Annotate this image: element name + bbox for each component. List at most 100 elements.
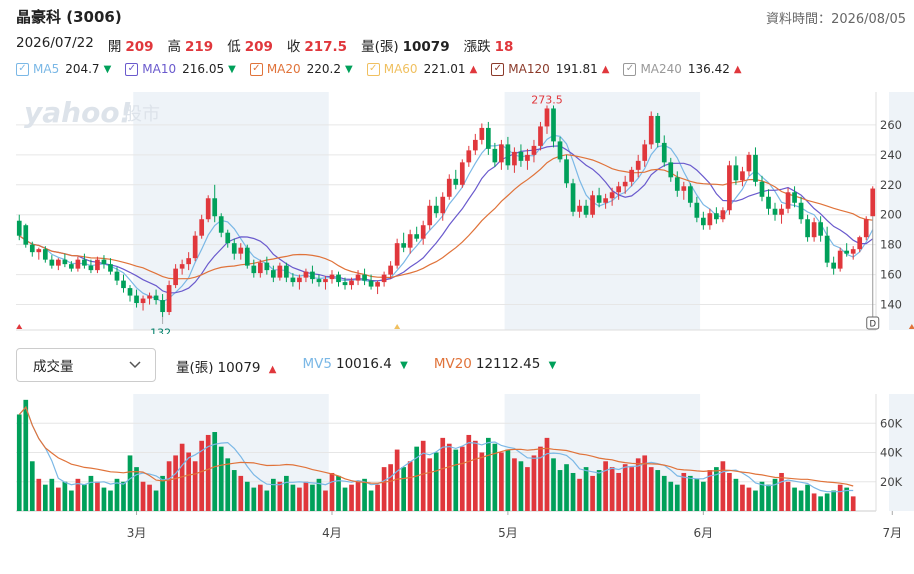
candle-body: [720, 210, 726, 220]
volume-bar: [121, 481, 126, 511]
volume-bar: [205, 434, 211, 511]
volume-chart[interactable]: 20K40K60K3月4月5月6月7月8月: [0, 388, 914, 574]
ma-toggle-ma240[interactable]: ✓ MA240 136.42 ▲: [623, 62, 742, 76]
volume-bar: [785, 481, 791, 511]
arrow-up-icon: ▲: [469, 63, 478, 75]
candle-body: [505, 144, 511, 166]
month-label: 3月: [127, 526, 147, 540]
candle-body: [733, 165, 739, 181]
candle-body: [82, 259, 87, 266]
candle-body: [257, 262, 263, 274]
ma-value: 136.42: [687, 62, 730, 76]
ma-toggle-ma5[interactable]: ✓ MA5 204.7 ▼: [16, 62, 111, 76]
candle-body: [199, 219, 205, 236]
volume-bar: [407, 461, 413, 511]
indicator-select-label: 成交量: [33, 359, 74, 375]
ma-toggle-ma120[interactable]: ✓ MA120 191.81 ▲: [491, 62, 609, 76]
month-band: [133, 92, 329, 330]
volume-bar: [36, 478, 42, 511]
dividend-marker-label: D: [869, 320, 876, 330]
checkbox-icon[interactable]: ✓: [623, 62, 637, 76]
candle-body: [453, 178, 459, 185]
volume-bar: [368, 490, 374, 511]
candle-body: [69, 264, 74, 269]
ma-name: MA60: [383, 62, 418, 76]
candle-body: [616, 186, 621, 193]
month-band: [889, 394, 914, 511]
volume-bar: [661, 475, 667, 511]
checkbox-icon[interactable]: ✓: [366, 62, 380, 76]
volume-bar: [427, 458, 433, 511]
candle-body: [323, 279, 328, 283]
candle-body: [368, 280, 374, 287]
quote-date: 2026/07/22: [16, 35, 94, 51]
volume-bar: [192, 461, 198, 511]
checkbox-icon[interactable]: ✓: [16, 62, 29, 76]
volume-bar: [831, 490, 836, 511]
volume-bar: [811, 493, 817, 511]
volume-bar: [792, 487, 797, 511]
checkbox-icon[interactable]: ✓: [249, 62, 263, 76]
candle-body: [805, 219, 810, 238]
volume-bar: [134, 467, 139, 511]
candle-body: [492, 148, 498, 163]
candle-body: [42, 249, 48, 260]
volume-bar: [629, 467, 635, 511]
candle-body: [648, 115, 654, 145]
candle-body: [153, 295, 159, 301]
month-band: [889, 92, 914, 330]
arrow-down-icon: ▼: [400, 360, 408, 371]
volume-bar: [544, 437, 550, 511]
volume-bar: [199, 440, 205, 511]
checkbox-icon[interactable]: ✓: [125, 62, 139, 76]
volume-bar: [381, 467, 387, 511]
candle-body: [564, 159, 569, 184]
volume-bar: [727, 472, 732, 511]
candle-body: [486, 127, 491, 149]
stock-title: 晶豪科 (3006): [16, 8, 122, 26]
ma-toggle-ma20[interactable]: ✓ MA20 220.2 ▼: [249, 62, 353, 76]
volume-bar: [531, 455, 537, 511]
volume-bar: [648, 467, 654, 511]
indicator-select[interactable]: 成交量: [16, 348, 156, 382]
arrow-up-icon: ▲: [601, 63, 610, 75]
month-band: [504, 92, 701, 330]
candle-body: [381, 274, 387, 283]
candle-body: [609, 192, 615, 199]
volume-bar: [42, 484, 48, 511]
volume-bar: [16, 414, 22, 511]
volume-bar: [355, 481, 361, 511]
volume-bar: [75, 478, 81, 511]
volume-bar: [694, 478, 700, 511]
candle-body: [870, 188, 876, 217]
candle-body: [147, 295, 152, 299]
candle-body: [531, 145, 537, 155]
ma-value: 221.01: [423, 62, 466, 76]
candle-body: [284, 265, 289, 278]
candle-body: [362, 274, 367, 281]
volume-bar: [414, 446, 420, 511]
candle-body: [440, 196, 446, 214]
candle-body: [844, 250, 850, 254]
volume-bar: [316, 478, 322, 511]
volume-bar: [440, 437, 446, 511]
watermark-logo: yahoo!: [24, 96, 132, 129]
volume-bar: [590, 475, 595, 511]
candle-body: [277, 265, 283, 278]
candle-body: [831, 262, 836, 269]
ma-toggle-ma60[interactable]: ✓ MA60 221.01 ▲: [366, 62, 478, 76]
volume-bar: [609, 467, 615, 511]
ma-name: MA10: [142, 62, 177, 76]
volume-bar: [759, 481, 765, 511]
volume-bar: [284, 475, 289, 511]
ma-value: 216.05: [182, 62, 225, 76]
volume-bar: [798, 490, 804, 511]
volume-bar: [446, 443, 452, 511]
candle-body: [772, 208, 778, 215]
ma-toggle-ma10[interactable]: ✓ MA10 216.05 ▼: [125, 62, 236, 76]
candle-body: [121, 280, 126, 289]
price-chart[interactable]: 140 160 180 200 220 240 260 yahoo!股市 273.5 132 D: [0, 88, 914, 334]
volume-bar: [818, 496, 823, 511]
volume-bar: [824, 493, 830, 511]
checkbox-icon[interactable]: ✓: [491, 62, 505, 76]
